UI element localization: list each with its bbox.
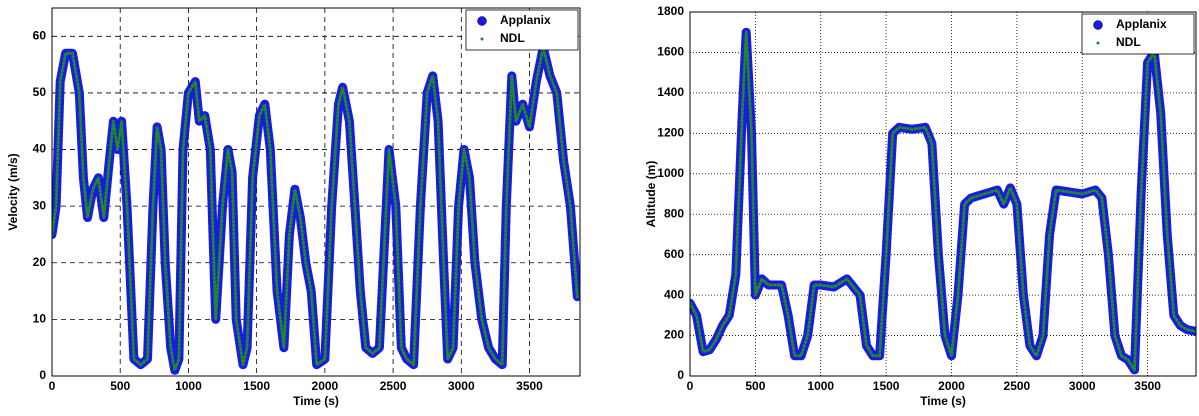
x-axis-label: Time (s) <box>293 394 339 408</box>
series-dots <box>52 46 579 372</box>
x-tick-label: 2500 <box>380 379 407 393</box>
y-tick-label: 30 <box>33 198 47 212</box>
y-axis-label: Velocity (m/s) <box>6 153 20 230</box>
axes-frame <box>51 7 581 377</box>
legend-box <box>1081 13 1195 55</box>
legend-label: NDL <box>1116 35 1141 49</box>
x-tick-label: 0 <box>49 379 56 393</box>
x-tick-label: 3500 <box>1134 379 1161 393</box>
y-tick-label: 1800 <box>657 4 684 18</box>
x-tick-label: 1500 <box>873 379 900 393</box>
x-tick-label: 3500 <box>516 379 543 393</box>
axes-frame <box>689 11 1197 377</box>
x-tick-label: 500 <box>110 379 130 393</box>
x-tick-label: 2000 <box>938 379 965 393</box>
y-tick-label: 20 <box>33 255 47 269</box>
legend-box <box>465 9 579 51</box>
x-tick-label: 500 <box>745 379 765 393</box>
y-tick-label: 50 <box>33 85 47 99</box>
y-tick-label: 60 <box>33 28 47 42</box>
y-tick-label: 600 <box>664 247 684 261</box>
y-tick-label: 800 <box>664 206 684 220</box>
y-tick-label: 1400 <box>657 85 684 99</box>
y-tick-label: 200 <box>664 328 684 342</box>
y-tick-label: 40 <box>33 142 47 156</box>
legend-label: Applanix <box>500 13 551 27</box>
y-tick-label: 0 <box>677 368 684 382</box>
legend-marker <box>1093 20 1103 30</box>
legend-label: NDL <box>500 31 525 45</box>
y-tick-label: 0 <box>39 368 46 382</box>
x-axis-label: Time (s) <box>920 394 966 408</box>
x-tick-label: 3000 <box>1069 379 1096 393</box>
y-tick-label: 10 <box>33 312 47 326</box>
x-tick-label: 1000 <box>807 379 834 393</box>
legend-marker <box>477 16 487 26</box>
y-tick-label: 1600 <box>657 45 684 59</box>
x-tick-label: 1000 <box>175 379 202 393</box>
x-tick-label: 0 <box>687 379 694 393</box>
legend-marker <box>1096 41 1100 45</box>
x-tick-label: 1500 <box>243 379 270 393</box>
x-tick-label: 2500 <box>1004 379 1031 393</box>
legend-marker <box>480 37 484 41</box>
y-tick-label: 400 <box>664 287 684 301</box>
x-tick-label: 3000 <box>448 379 475 393</box>
y-tick-label: 1200 <box>657 126 684 140</box>
series-dots <box>690 30 1196 372</box>
y-tick-label: 1000 <box>657 166 684 180</box>
y-axis-label: Altitude (m) <box>644 161 658 228</box>
legend-label: Applanix <box>1116 17 1167 31</box>
x-tick-label: 2000 <box>312 379 339 393</box>
